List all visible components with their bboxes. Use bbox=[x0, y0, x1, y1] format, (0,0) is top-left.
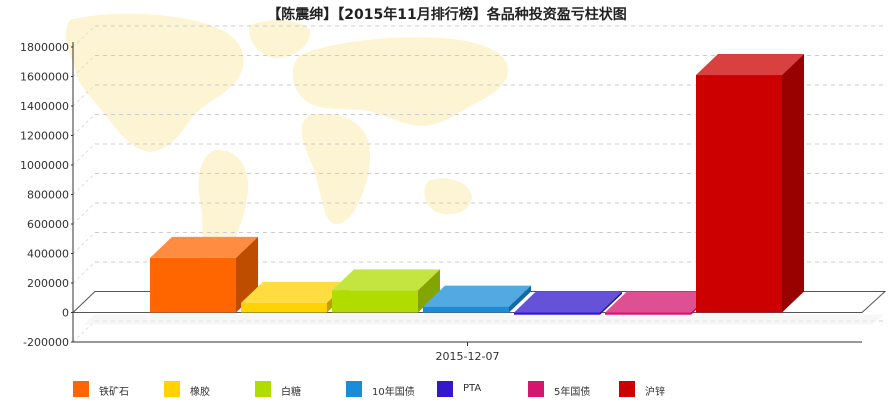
bar-top[interactable] bbox=[241, 281, 349, 303]
bar-front[interactable] bbox=[423, 306, 509, 313]
gridline-diagonal bbox=[72, 173, 96, 195]
gridline-diagonal bbox=[72, 202, 96, 225]
gridline-diagonal bbox=[72, 261, 96, 284]
bar-front[interactable] bbox=[241, 302, 327, 313]
y-tick-label: 800000 bbox=[27, 189, 69, 202]
bar-front[interactable] bbox=[514, 312, 600, 315]
legend-swatch[interactable] bbox=[255, 381, 271, 397]
bar-5[interactable] bbox=[514, 291, 622, 315]
bar-side[interactable] bbox=[782, 54, 804, 313]
legend-label[interactable]: 橡胶 bbox=[190, 387, 210, 398]
legend-swatch[interactable] bbox=[346, 381, 362, 397]
bar-side[interactable] bbox=[600, 291, 622, 315]
legend-label[interactable]: 白糖 bbox=[281, 387, 301, 398]
gridline-diagonal bbox=[72, 143, 96, 166]
gridline-diagonal bbox=[72, 25, 96, 48]
legend-label[interactable]: 沪锌 bbox=[645, 387, 665, 398]
legend-swatch[interactable] bbox=[164, 381, 180, 397]
bar-top[interactable] bbox=[696, 54, 804, 76]
bar-side[interactable] bbox=[418, 269, 440, 313]
legend-swatch[interactable] bbox=[528, 381, 544, 397]
chart-title: 【陈震绅】【2015年11月排行榜】各品种投资盈亏柱状图 bbox=[267, 7, 627, 23]
bar-7[interactable] bbox=[696, 54, 804, 313]
zero-plane-shadow bbox=[83, 314, 885, 325]
y-tick-label: -200000 bbox=[23, 336, 69, 349]
legend-label[interactable]: PTA bbox=[463, 383, 482, 394]
y-tick-label: 1200000 bbox=[20, 130, 69, 143]
bar-side[interactable] bbox=[509, 285, 531, 313]
gridline-diagonal bbox=[72, 232, 96, 254]
gridline-diagonal bbox=[72, 84, 96, 107]
y-tick-label: 1400000 bbox=[20, 100, 69, 113]
x-axis-labels: 2015-12-07 bbox=[436, 342, 500, 363]
legend-label[interactable]: 10年国债 bbox=[372, 387, 415, 398]
y-tick-label: 200000 bbox=[27, 277, 69, 290]
y-tick-label: 1000000 bbox=[20, 159, 69, 172]
world-map-background bbox=[65, 13, 509, 276]
y-tick-label: 0 bbox=[62, 307, 69, 320]
y-tick-label: 1600000 bbox=[20, 71, 69, 84]
bar-front[interactable] bbox=[605, 312, 691, 315]
x-tick-label: 2015-12-07 bbox=[436, 350, 500, 363]
bar-front[interactable] bbox=[150, 257, 236, 313]
legend-label[interactable]: 5年国债 bbox=[554, 387, 591, 398]
y-tick-label: 400000 bbox=[27, 248, 69, 261]
bar-top[interactable] bbox=[332, 269, 440, 291]
bar-1[interactable] bbox=[150, 236, 258, 313]
bar-top[interactable] bbox=[605, 291, 713, 313]
legend-swatch[interactable] bbox=[619, 381, 635, 397]
legend-label[interactable]: 铁矿石 bbox=[99, 387, 129, 398]
bar-3[interactable] bbox=[332, 269, 440, 313]
legend-swatch[interactable] bbox=[437, 381, 453, 397]
y-tick-label: 1800000 bbox=[20, 41, 69, 54]
gridline-diagonal bbox=[72, 114, 96, 136]
y-tick-label: 600000 bbox=[27, 218, 69, 231]
legend-swatch[interactable] bbox=[73, 381, 89, 397]
bar-front[interactable] bbox=[696, 75, 782, 313]
bar-top[interactable] bbox=[423, 285, 531, 307]
gridline-diagonal bbox=[72, 55, 96, 77]
bar-top[interactable] bbox=[150, 236, 258, 258]
bar-front[interactable] bbox=[332, 290, 418, 313]
bar-top[interactable] bbox=[514, 291, 622, 313]
bar-4[interactable] bbox=[423, 285, 531, 313]
bars-layer bbox=[150, 54, 804, 315]
